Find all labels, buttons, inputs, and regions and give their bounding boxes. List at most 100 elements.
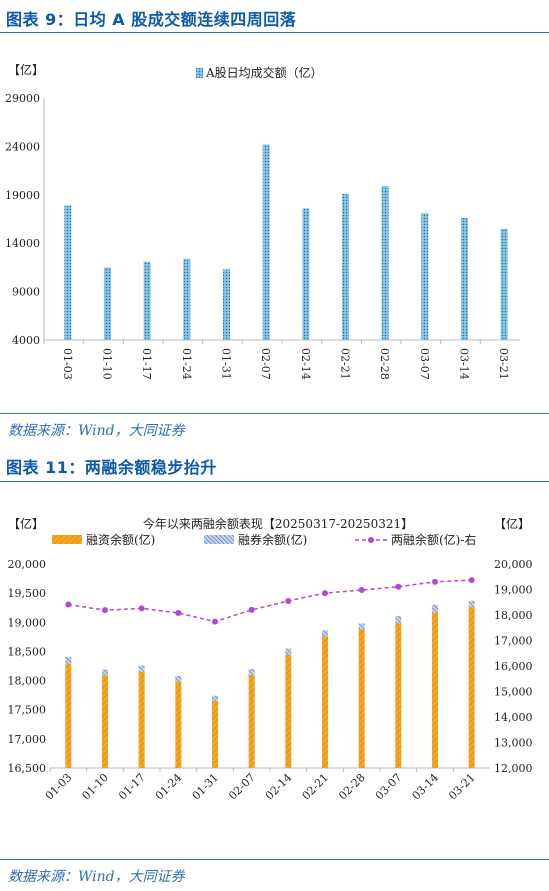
bar (500, 228, 508, 340)
bar-financing (65, 663, 72, 768)
bar (64, 205, 72, 340)
x-tick-label: 03-14 (458, 348, 471, 380)
right-axis-unit: 【亿】 (494, 516, 530, 531)
y-tick-label: 24000 (5, 140, 40, 153)
bar-securities (138, 665, 145, 672)
bar (381, 186, 389, 340)
legend-swatch-financing (52, 535, 82, 544)
x-tick-label: 01-10 (101, 348, 114, 380)
legend-label-total: 两融余额(亿)-右 (391, 532, 476, 547)
legend-label: A股日均成交额（亿） (205, 65, 323, 80)
figure1-title: 图表 9：日均 A 股成交额连续四周回落 (6, 10, 297, 29)
legend-label-securities: 融券余额(亿) (238, 532, 307, 547)
x-tick-label: 01-24 (153, 771, 185, 803)
x-tick-label: 02-14 (263, 771, 295, 803)
legend-swatch-securities (204, 535, 234, 544)
point-total-margin (248, 606, 255, 613)
x-tick-label: 01-03 (61, 348, 74, 380)
x-tick-label: 03-21 (497, 348, 510, 380)
y-tick-label: 4000 (12, 334, 40, 347)
bar (143, 261, 151, 340)
left-tick-label: 18,500 (8, 645, 47, 658)
bar-financing (102, 675, 108, 768)
point-total-margin (358, 587, 365, 594)
figure2-title-rule (0, 481, 549, 482)
point-total-margin (285, 597, 292, 604)
x-tick-label: 03-21 (446, 771, 478, 803)
x-tick-label: 03-07 (418, 348, 431, 380)
figure1-title-rule (0, 32, 549, 33)
y-tick-label: 29000 (5, 92, 40, 105)
figure2-source: 数据来源：Wind，大同证券 (8, 869, 185, 885)
figure1-source: 数据来源：Wind，大同证券 (8, 423, 185, 439)
right-tick-label: 16,000 (494, 660, 533, 673)
figure2-title: 图表 11：两融余额稳步抬升 (6, 458, 217, 477)
bar (302, 208, 310, 340)
bar-financing (468, 607, 475, 768)
bar (262, 144, 270, 340)
bar-securities (102, 669, 108, 676)
x-tick-label: 02-21 (339, 348, 352, 380)
line-total-margin (68, 579, 472, 623)
right-tick-label: 15,000 (494, 686, 533, 699)
bar-securities (212, 695, 218, 701)
bar (342, 193, 349, 340)
y-tick-label: 14000 (5, 237, 40, 250)
point-total-margin (322, 590, 328, 597)
figure1-source-rule (0, 413, 549, 414)
x-tick-label: 01-31 (220, 348, 233, 380)
bar (461, 218, 468, 340)
right-tick-label: 19,000 (494, 584, 533, 597)
x-tick-label: 01-31 (190, 771, 222, 803)
bar-financing (432, 612, 438, 768)
x-tick-label: 01-24 (180, 348, 193, 380)
bar-securities (285, 648, 292, 655)
bar (223, 269, 230, 340)
bar-financing (322, 636, 328, 768)
bar-financing (358, 629, 365, 768)
bar (421, 213, 429, 340)
chart-title: 今年以来两融余额表现【20250317-20250321】 (143, 516, 413, 531)
bar-financing (138, 671, 145, 768)
bar-financing (175, 681, 182, 768)
right-tick-label: 12,000 (494, 762, 533, 775)
point-total-margin (102, 607, 108, 614)
left-tick-label: 18,000 (8, 675, 47, 688)
point-total-margin (138, 605, 145, 612)
point-total-margin (432, 578, 438, 585)
left-tick-label: 20,000 (8, 558, 47, 571)
figure2-source-rule (0, 859, 549, 860)
bar-securities (395, 615, 402, 624)
x-tick-label: 02-21 (300, 771, 332, 803)
right-tick-label: 14,000 (494, 711, 533, 724)
left-tick-label: 19,500 (8, 587, 47, 600)
x-tick-label: 02-07 (259, 348, 272, 380)
x-tick-label: 02-14 (299, 348, 312, 380)
x-tick-label: 02-28 (378, 348, 391, 380)
left-tick-label: 19,000 (8, 616, 47, 629)
bar-securities (358, 623, 365, 630)
x-tick-label: 03-14 (410, 771, 442, 803)
left-tick-label: 17,500 (8, 704, 47, 717)
left-tick-label: 16,500 (8, 762, 47, 775)
figure1-chart: 【亿】 A股日均成交额（亿） 4000 9000 14000 19000 24000 2900… (5, 62, 520, 380)
bar-financing (248, 674, 255, 768)
right-tick-label: 17,000 (494, 635, 533, 648)
bar-financing (395, 623, 402, 768)
y-tick-label: 19000 (5, 189, 40, 202)
right-tick-label: 13,000 (494, 737, 533, 750)
bar-securities (468, 600, 475, 608)
left-axis-unit: 【亿】 (8, 516, 44, 531)
y-tick-label: 9000 (12, 286, 40, 299)
x-tick-label: 02-07 (226, 771, 258, 803)
x-tick-label: 01-17 (140, 348, 153, 380)
point-total-margin (175, 609, 182, 616)
point-total-margin (65, 601, 72, 608)
point-total-margin (212, 618, 218, 625)
right-tick-label: 18,000 (494, 609, 533, 622)
left-tick-label: 17,000 (8, 733, 47, 746)
bar-financing (285, 654, 292, 768)
bar-securities (175, 675, 182, 682)
bar (104, 267, 111, 340)
bar-securities (322, 630, 328, 637)
